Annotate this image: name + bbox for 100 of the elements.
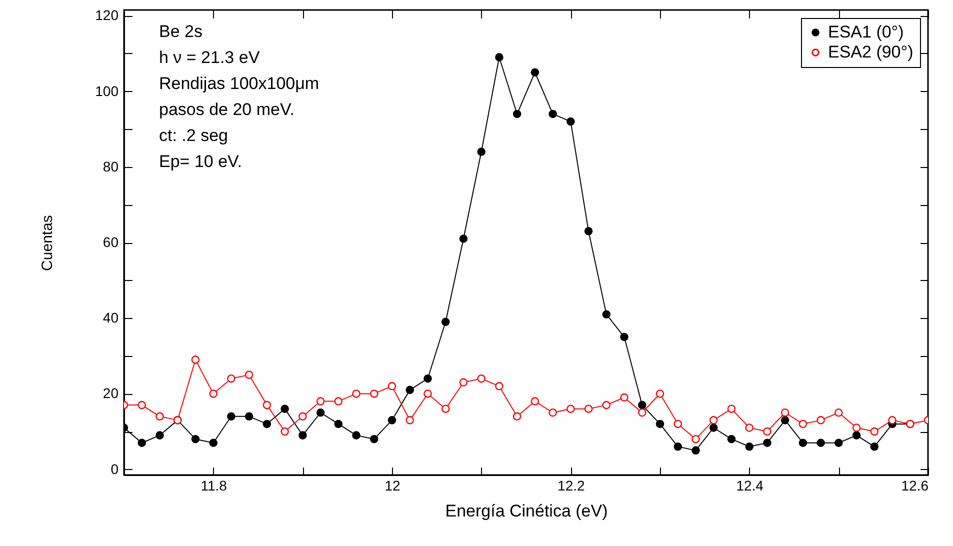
y-tick-label: 60 (102, 234, 119, 250)
y-axis-title: Cuentas (39, 215, 56, 271)
point (584, 227, 593, 236)
point (244, 370, 254, 379)
point (280, 404, 289, 413)
point (424, 390, 432, 398)
y-tick-label: 100 (95, 82, 119, 99)
point (566, 404, 575, 413)
point (620, 332, 628, 342)
y-tick-label: 0 (110, 460, 119, 477)
point (763, 438, 772, 447)
point (227, 412, 236, 421)
point (352, 390, 360, 398)
annotation: Rendijas 100x100μm (159, 74, 320, 93)
point (262, 400, 272, 410)
point (709, 424, 718, 432)
point (692, 434, 700, 444)
point (495, 53, 504, 62)
point (888, 416, 896, 424)
point (334, 397, 343, 406)
point (674, 420, 682, 428)
point (692, 446, 700, 455)
x-tick-label: 12.2 (558, 478, 586, 494)
point (674, 442, 682, 451)
point (477, 148, 486, 156)
point (798, 438, 808, 447)
legend-label: ESA1 (0°) (828, 22, 904, 42)
point (316, 397, 325, 406)
point (780, 408, 790, 417)
point (191, 356, 200, 364)
point (424, 374, 432, 383)
point (816, 416, 825, 424)
point (298, 431, 307, 440)
point (156, 412, 164, 421)
point (156, 431, 164, 440)
point (656, 390, 664, 398)
x-tick-label: 12.6 (901, 478, 929, 494)
point (227, 374, 236, 383)
point (566, 117, 575, 126)
x-tick-label: 11.8 (200, 478, 228, 494)
annotation: pasos de 20 meV. (159, 100, 294, 119)
point (780, 416, 790, 424)
point (745, 442, 754, 451)
point (798, 420, 808, 428)
point (370, 434, 378, 444)
point (191, 434, 200, 444)
point (530, 397, 540, 406)
point (244, 412, 254, 421)
point (209, 390, 218, 398)
point (530, 68, 540, 77)
point (816, 438, 825, 447)
point (388, 382, 396, 390)
point (638, 408, 646, 417)
point (602, 310, 611, 318)
point (763, 427, 772, 436)
point (727, 434, 736, 444)
point (870, 442, 879, 451)
annotation: Be 2s (159, 22, 202, 41)
point (459, 378, 468, 387)
point (298, 412, 307, 421)
legend-label: ESA2 (90°) (828, 42, 914, 62)
x-tick-label: 12.4 (736, 478, 764, 494)
point (512, 110, 522, 118)
point (441, 404, 450, 413)
point (548, 408, 557, 417)
y-tick-label: 80 (102, 158, 119, 174)
annotation: Ep= 10 eV. (159, 152, 242, 171)
point (852, 424, 861, 432)
point (352, 431, 360, 440)
point (548, 110, 557, 118)
point (316, 408, 325, 417)
y-tick-label: 40 (102, 310, 119, 326)
point (138, 400, 146, 410)
point (602, 400, 611, 410)
x-tick-label: 12 (384, 478, 400, 494)
point (370, 390, 378, 398)
y-tick-label: 20 (102, 385, 119, 402)
point (262, 420, 272, 428)
point (834, 438, 843, 447)
point (209, 438, 218, 447)
point (280, 427, 289, 436)
point (477, 374, 486, 383)
point (709, 416, 718, 424)
annotation: h ν = 21.3 eV (159, 48, 260, 67)
point (727, 404, 736, 413)
point (584, 404, 593, 413)
x-axis-title: Energía Cinética (eV) (445, 502, 608, 520)
point (870, 427, 879, 436)
point (406, 386, 414, 394)
point (334, 420, 343, 428)
point (138, 438, 146, 447)
point (834, 408, 843, 417)
point (638, 400, 646, 410)
point (852, 431, 861, 440)
point (745, 424, 754, 432)
point (459, 234, 468, 243)
point (495, 382, 504, 390)
point (656, 420, 664, 428)
point (620, 393, 628, 402)
point (406, 416, 414, 424)
